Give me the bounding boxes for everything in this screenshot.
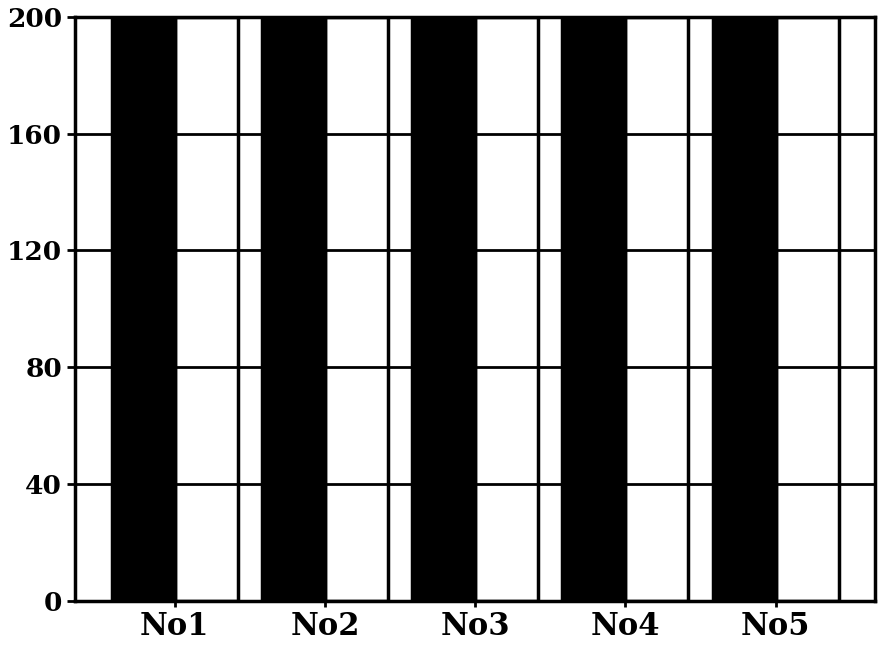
Bar: [625, 17, 689, 600]
Bar: [475, 17, 538, 600]
Bar: [713, 17, 775, 600]
Bar: [563, 17, 625, 600]
Bar: [412, 17, 475, 600]
Bar: [262, 17, 325, 600]
Bar: [112, 17, 175, 600]
Bar: [325, 17, 388, 600]
Bar: [175, 17, 238, 600]
Bar: [775, 17, 839, 600]
